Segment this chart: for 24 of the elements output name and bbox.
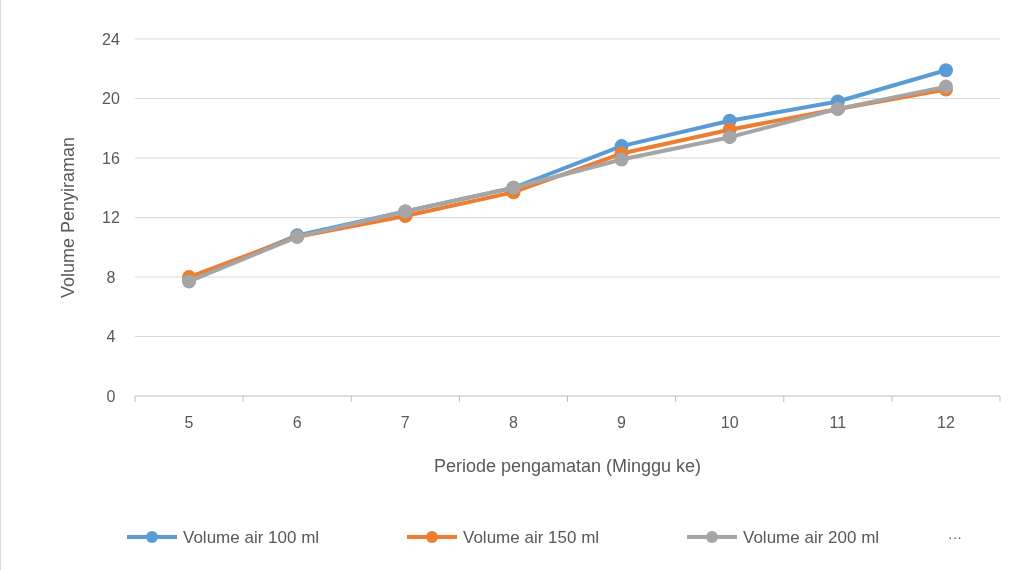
x-axis-title: Periode pengamatan (Minggu ke) (433, 456, 702, 476)
x-tick-label: 11 (829, 414, 847, 431)
y-tick-label: 4 (106, 328, 116, 346)
y-tick-label: 12 (102, 209, 120, 227)
y-axis-title: Volume Penyiraman (58, 136, 78, 299)
x-tick-label: 5 (184, 414, 194, 431)
y-tick-label: 8 (106, 268, 116, 286)
point (938, 63, 953, 78)
legend-label: Volume air 100 ml (183, 527, 320, 547)
x-tick-label: 10 (720, 414, 739, 431)
point (614, 152, 629, 167)
x-tick-label: 6 (292, 414, 302, 431)
y-tick-label: 16 (102, 149, 120, 167)
text: ··· (948, 528, 962, 545)
y-tick-label: 24 (102, 30, 120, 48)
legend-label: Volume air 200 ml (743, 527, 880, 547)
y-tick-label: 20 (102, 90, 120, 108)
x-tick-label: 12 (937, 414, 955, 431)
x-tick-label: 8 (508, 414, 518, 431)
legend-label: Volume air 150 ml (463, 527, 600, 547)
x-tick-label: 9 (617, 414, 627, 431)
point (722, 130, 737, 145)
y-tick-label: 0 (106, 387, 116, 405)
x-tick-label: 7 (400, 414, 410, 431)
